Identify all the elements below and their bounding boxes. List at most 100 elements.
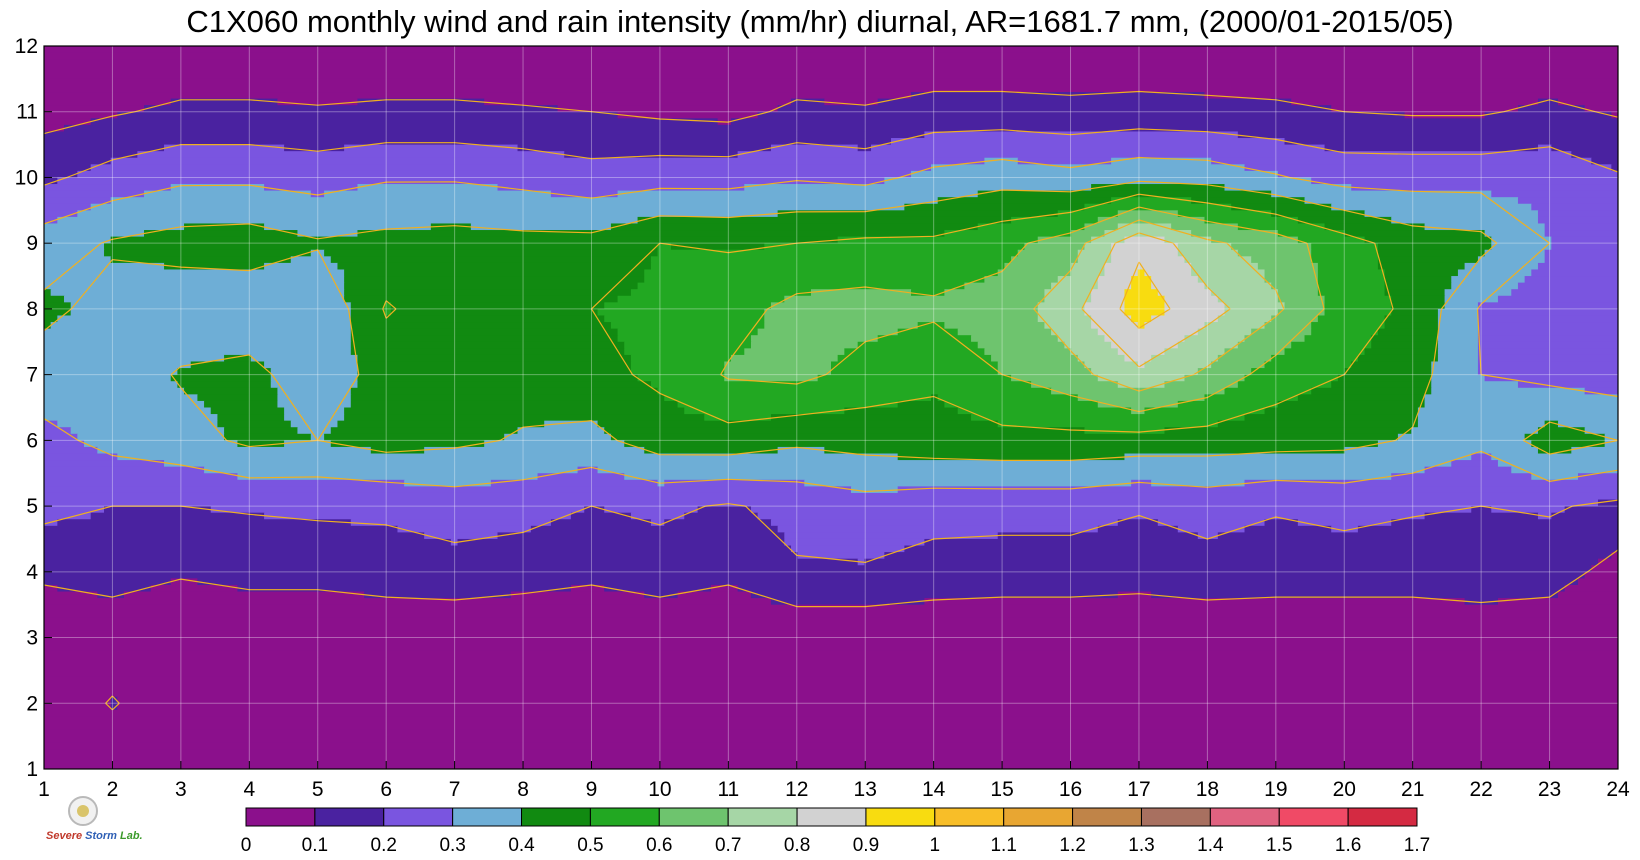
contour-band-cell xyxy=(1371,335,1439,343)
contour-band-cell xyxy=(1351,361,1432,369)
contour-band-cell xyxy=(617,190,979,198)
contour-band-cell xyxy=(630,289,812,297)
contour-band-cell xyxy=(344,144,519,152)
contour-band-cell xyxy=(1431,361,1479,369)
contour-band-cell xyxy=(1144,361,1212,369)
contour-band-cell xyxy=(1384,322,1439,330)
contour-band-cell xyxy=(44,545,792,553)
contour-band-cell xyxy=(1084,427,1166,435)
contour-band-cell xyxy=(1431,387,1586,395)
contour-band-cell xyxy=(1104,269,1139,277)
contour-band-cell xyxy=(44,184,172,192)
contour-band-cell xyxy=(1411,427,1539,435)
contour-band-cell xyxy=(1264,276,1319,284)
contour-band-cell xyxy=(177,368,272,376)
contour-band-cell xyxy=(1491,506,1566,514)
contour-band-cell xyxy=(357,98,485,106)
contour-band-cell xyxy=(857,341,979,349)
contour-band-cell xyxy=(1417,407,1618,415)
contour-band-cell xyxy=(1444,289,1512,297)
contour-band-cell xyxy=(164,262,265,271)
contour-band-cell xyxy=(1537,446,1572,455)
contour-band-cell xyxy=(1497,295,1618,303)
contour-band-cell xyxy=(1197,368,1252,376)
contour-band-cell xyxy=(1611,164,1618,172)
contour-band-cell xyxy=(904,545,1618,553)
contour-band-cell xyxy=(604,584,712,593)
contour-band-cell xyxy=(237,440,285,448)
contour-band-cell xyxy=(350,348,625,356)
contour-band-cell xyxy=(1384,315,1439,323)
contour-band-cell xyxy=(1377,262,1466,271)
contour-band-cell xyxy=(1317,315,1386,323)
contour-band-cell xyxy=(44,157,112,165)
contour-band-cell xyxy=(1424,400,1618,409)
colorbar-label: 1.5 xyxy=(1266,835,1292,856)
contour-band-cell xyxy=(144,190,312,198)
contour-band-cell xyxy=(1117,519,1159,527)
x-tick-label: 4 xyxy=(243,778,255,801)
contour-band-cell xyxy=(250,354,359,363)
contour-band-cell xyxy=(1384,289,1446,297)
contour-band-cell xyxy=(44,276,345,284)
contour-band-cell xyxy=(750,506,1472,514)
y-tick-label: 10 xyxy=(15,166,38,189)
contour-band-cell xyxy=(97,446,372,455)
contour-band-cell xyxy=(1091,368,1199,376)
contour-band-cell xyxy=(110,157,985,165)
contour-band-cell xyxy=(424,446,645,455)
contour-band-cell xyxy=(44,611,1618,619)
contour-band-cell xyxy=(911,92,1206,100)
contour-band-cell xyxy=(1037,308,1086,317)
contour-band-cell xyxy=(1177,525,1246,533)
contour-band-cell xyxy=(44,394,198,402)
contour-band-cell xyxy=(1117,210,1179,218)
contour-band-cell xyxy=(44,243,105,251)
contour-band-cell xyxy=(1357,525,1618,533)
contour-band-cell xyxy=(1004,262,1072,271)
contour-band-cell xyxy=(851,486,899,494)
contour-band-cell xyxy=(1097,328,1199,336)
x-tick-label: 7 xyxy=(449,778,461,801)
contour-band-cell xyxy=(77,210,779,218)
contour-band-cell xyxy=(1284,138,1618,146)
contour-band-cell xyxy=(44,105,145,113)
contour-band-cell xyxy=(1324,295,1392,303)
x-tick-label: 2 xyxy=(107,778,119,801)
colorbar-label: 1.6 xyxy=(1335,835,1361,856)
contour-band-cell xyxy=(1437,328,1479,336)
contour-band-cell xyxy=(1211,236,1299,244)
contour-band-cell xyxy=(1297,394,1426,402)
contour-band-cell xyxy=(1331,525,1359,533)
contour-band-cell xyxy=(350,387,659,395)
contour-band-cell xyxy=(1171,223,1239,231)
x-tick-label: 22 xyxy=(1469,778,1492,801)
contour-band-cell xyxy=(1437,341,1479,349)
contour-band-cell xyxy=(44,584,58,593)
contour-band-cell xyxy=(44,138,892,146)
contour-band-cell xyxy=(1311,256,1379,264)
contour-band-cell xyxy=(1264,519,1299,527)
contour-band-cell xyxy=(1477,348,1618,356)
contour-band-cell xyxy=(44,164,92,172)
x-tick-label: 5 xyxy=(312,778,324,801)
contour-band-cell xyxy=(1264,407,1419,415)
contour-band-cell xyxy=(384,302,392,310)
contour-band-cell xyxy=(1184,335,1246,343)
contour-band-cell xyxy=(1071,230,1106,238)
contour-band-cell xyxy=(1084,203,1232,211)
contour-band-cell xyxy=(1177,210,1272,218)
contour-band-cell xyxy=(1071,348,1119,356)
x-tick-label: 11 xyxy=(717,778,739,801)
colorbar-swatch xyxy=(1003,807,1074,827)
contour-band-cell xyxy=(1097,282,1132,290)
contour-band-cell xyxy=(170,184,265,192)
x-tick-label: 3 xyxy=(175,778,187,801)
contour-band-cell xyxy=(1557,591,1618,599)
x-tick-label: 12 xyxy=(785,778,808,801)
contour-band-cell xyxy=(1331,203,1532,211)
contour-band-cell xyxy=(164,144,285,152)
contour-band-cell xyxy=(1084,308,1126,317)
contour-band-cell xyxy=(1231,243,1312,251)
contour-band-cell xyxy=(1264,269,1319,277)
